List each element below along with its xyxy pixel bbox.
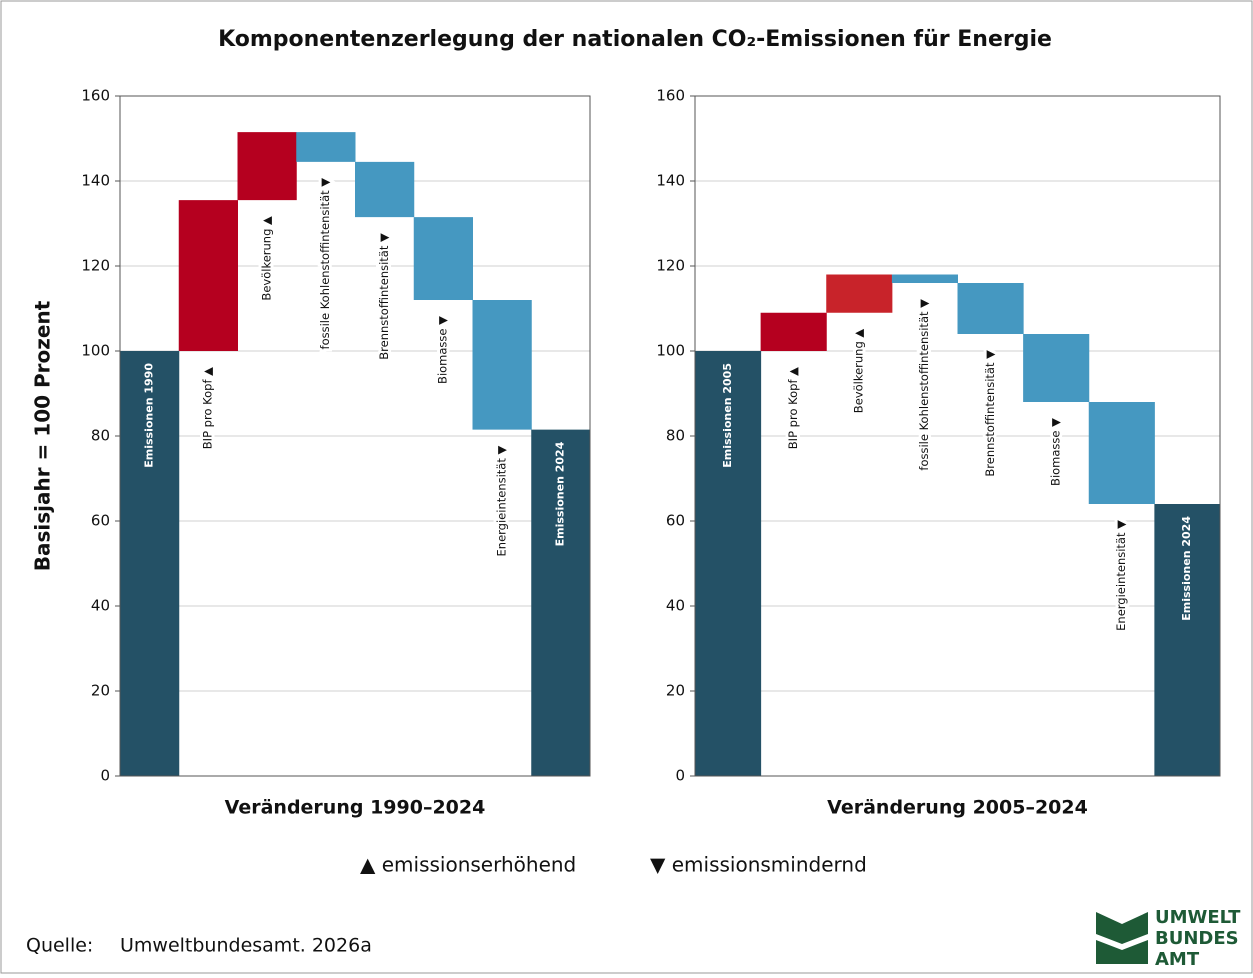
y-tick-label: 80: [91, 427, 110, 445]
bar: [695, 351, 762, 776]
y-tick-label: 140: [656, 172, 685, 190]
bar-label: Energieintensität ▼: [1114, 520, 1128, 631]
bar-label: Brennstoffintensität ▼: [377, 233, 391, 360]
y-tick-label: 40: [91, 597, 110, 615]
bar: [1023, 334, 1090, 402]
plot-frame: [694, 95, 1221, 777]
y-tick-label: 0: [675, 767, 685, 785]
bar: [1154, 504, 1221, 776]
bar: [957, 283, 1024, 334]
bar-label: fossile Kohlenstoffintensität ▼: [318, 178, 332, 350]
y-tick-label: 80: [666, 427, 685, 445]
bar-label: Biomasse ▼: [436, 316, 450, 384]
bar-label: fossile Kohlenstoffintensität ▼: [917, 299, 931, 471]
bar-label: Energieintensität ▼: [494, 445, 508, 556]
y-tick-label: 160: [81, 87, 110, 105]
logo: UMWELT BUNDES AMT: [1096, 907, 1241, 970]
bar-label: Emissionen 2024: [554, 441, 567, 546]
y-tick-label: 0: [100, 767, 110, 785]
y-tick-label: 60: [91, 512, 110, 530]
y-tick-label: 140: [81, 172, 110, 190]
bar-label: Bevölkerung ▲: [259, 216, 273, 301]
bar: [413, 217, 473, 300]
y-tick-label: 60: [666, 512, 685, 530]
y-tick-label: 160: [656, 87, 685, 105]
bar: [531, 429, 591, 776]
chart-title: Komponentenzerlegung der nationalen CO₂-…: [218, 27, 1052, 52]
y-tick-label: 40: [666, 597, 685, 615]
bar: [1088, 402, 1155, 504]
bar: [826, 274, 893, 313]
y-tick-label: 120: [656, 257, 685, 275]
bar: [178, 200, 238, 351]
y-tick-label: 20: [91, 682, 110, 700]
source-label: Quelle:: [26, 935, 93, 957]
y-tick-label: 100: [656, 342, 685, 360]
bar-label: Emissionen 1990: [142, 363, 155, 468]
bar: [120, 351, 180, 776]
y-tick-label: 100: [81, 342, 110, 360]
logo-mark: [1096, 912, 1148, 944]
bar: [237, 132, 297, 201]
bar: [760, 312, 827, 351]
plot-frame: [119, 95, 591, 777]
bar: [355, 161, 415, 218]
logo-mark: [1096, 940, 1148, 964]
y-tick-label: 20: [666, 682, 685, 700]
legend-item: ▼ emissionsmindernd: [650, 853, 867, 877]
x-axis-label: Veränderung 2005–2024: [827, 797, 1088, 819]
bar-label: BIP pro Kopf ▲: [201, 367, 215, 449]
bar-label: Bevölkerung ▲: [852, 329, 866, 414]
y-tick-label: 120: [81, 257, 110, 275]
bar: [891, 274, 958, 283]
bar-label: Emissionen 2024: [1180, 516, 1193, 621]
x-axis-label: Veränderung 1990–2024: [225, 797, 486, 819]
logo-text: UMWELT: [1155, 907, 1241, 928]
logo-text: BUNDES: [1155, 928, 1239, 949]
y-axis-label: Basisjahr = 100 Prozent: [31, 300, 55, 571]
bar-label: Emissionen 2005: [721, 363, 734, 468]
bar-label: BIP pro Kopf ▲: [786, 367, 800, 449]
bar: [472, 300, 532, 430]
legend-item: ▲ emissionserhöhend: [360, 853, 576, 877]
bar-label: Brennstoffintensität ▼: [983, 350, 997, 477]
bar: [296, 132, 356, 162]
bar-label: Biomasse ▼: [1048, 418, 1062, 486]
source-text: Umweltbundesamt. 2026a: [120, 935, 372, 957]
logo-text: AMT: [1155, 949, 1200, 970]
